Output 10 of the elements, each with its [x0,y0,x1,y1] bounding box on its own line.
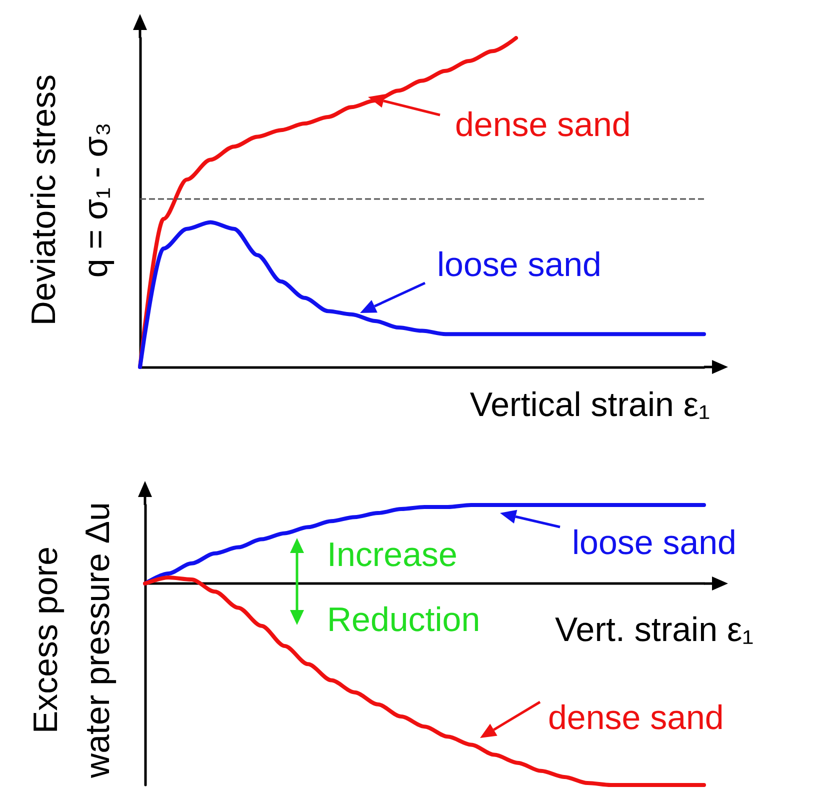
y-axis-title: Excess pore water pressure Δu [27,502,117,779]
series-label: loose sand [437,246,602,284]
legend-label: dense sand [455,106,631,144]
y-axis-title: Deviatoric stress q = σ₁ - σ₃ [25,74,115,326]
annotation: Increase [327,536,458,574]
x-axis-title: Vertical strain ε₁ [470,386,710,424]
annotation: Reduction [327,601,480,639]
legend-label: loose sand [572,524,736,562]
legend-label: dense sand [548,699,724,737]
x-axis-title: Vert. strain ε₁ [555,611,754,649]
